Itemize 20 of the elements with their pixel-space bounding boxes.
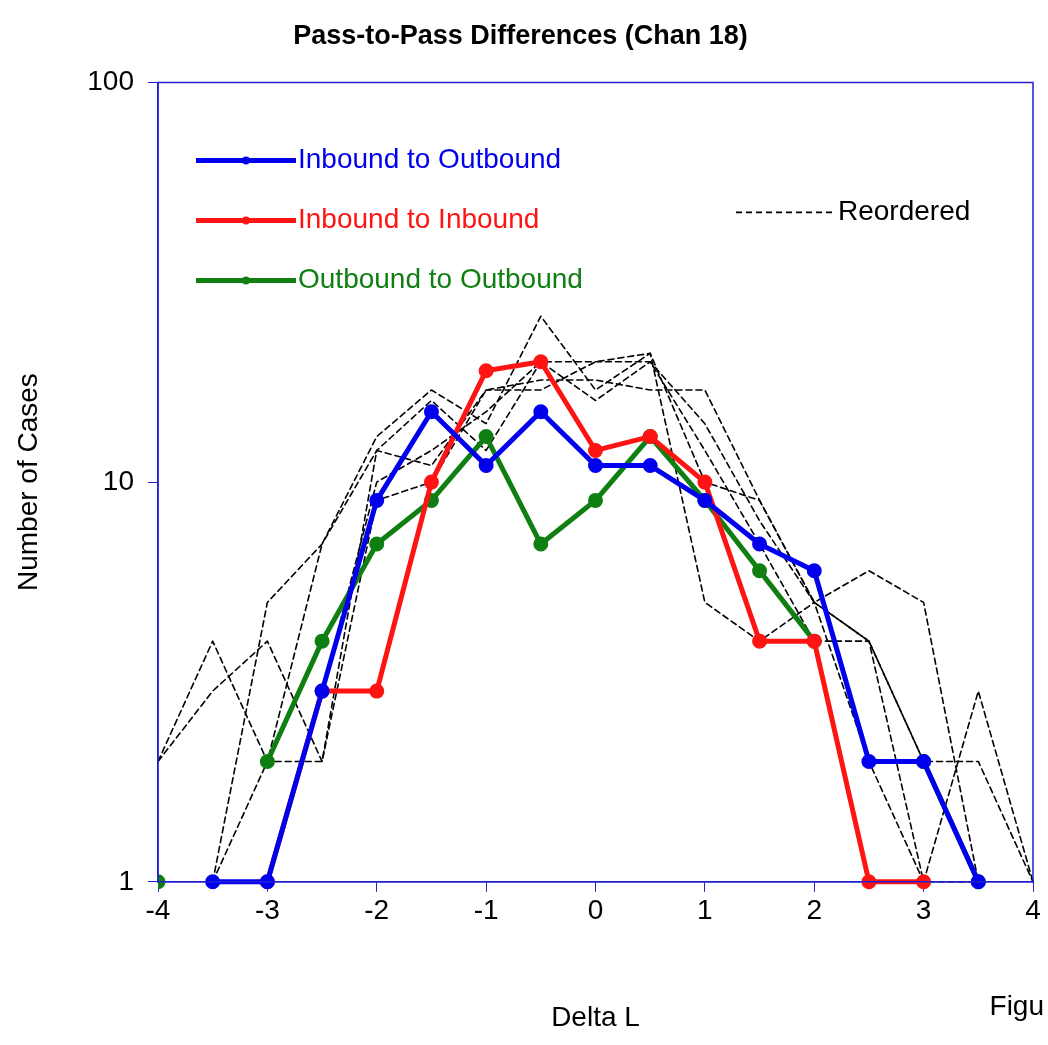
- x-tick-label: 3: [915, 894, 932, 926]
- chart-title: Pass-to-Pass Differences (Chan 18): [293, 19, 748, 50]
- x-tick-label: 0: [587, 894, 604, 926]
- x-tick-label: 2: [806, 894, 823, 926]
- y-tick-label: 10: [102, 464, 134, 496]
- text: Figu: [989, 989, 1044, 1021]
- x-tick-label: -3: [254, 894, 280, 926]
- y-tick-label: 100: [87, 65, 134, 97]
- x-tick-label: -2: [364, 894, 390, 926]
- x-tick-label: 1: [697, 894, 713, 926]
- y-tick-label: 1: [118, 864, 134, 896]
- x-tick-label: -4: [145, 894, 171, 926]
- legend-label: Inbound to Inbound: [298, 203, 540, 235]
- legend-label: Outbound to Outbound: [298, 263, 583, 295]
- y-axis-title: Number of Cases: [11, 373, 43, 592]
- legend-label: Reordered: [838, 195, 971, 227]
- legend-label: Inbound to Outbound: [298, 143, 562, 175]
- x-tick-label: -1: [473, 894, 499, 926]
- x-axis-title: Delta L: [551, 1000, 640, 1032]
- x-tick-label: 4: [1025, 894, 1041, 926]
